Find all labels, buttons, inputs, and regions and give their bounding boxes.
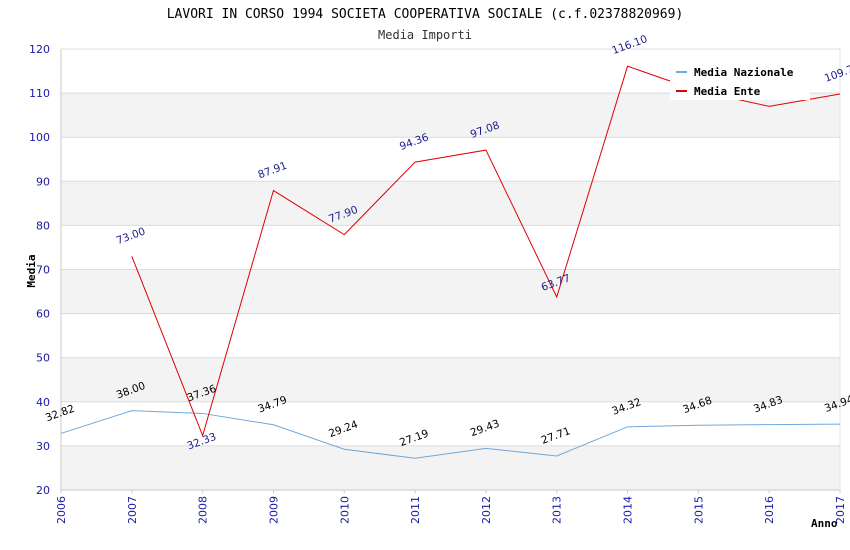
y-tick-label: 120 [29,43,50,56]
y-tick-label: 30 [36,440,50,453]
grid-band [61,269,840,314]
x-tick-label: 2016 [763,496,776,524]
grid-band [61,181,840,226]
x-ticks: 2006 2007 2008 2009 2010 2011 2012 2013 2014 2015… [55,490,847,524]
x-axis-label: Anno [811,517,838,530]
y-tick-label: 50 [36,352,50,365]
data-label-media-ente: 109.79 [823,61,850,85]
x-tick-label: 2015 [692,496,705,524]
grid-band [61,445,840,490]
data-label-media-nazionale: 27.71 [540,425,572,447]
legend-label-media-ente: Media Ente [694,85,761,98]
x-tick-label: 2007 [126,496,139,524]
series-line-media-nazionale [60,410,841,459]
data-label-media-ente: 73.00 [115,226,147,248]
chart-title: LAVORI IN CORSO 1994 SOCIETA COOPERATIVA… [167,7,684,22]
x-tick-label: 2009 [267,496,280,524]
axes [60,49,841,491]
data-label-media-nazionale: 29.24 [327,418,360,440]
y-tick-label: 100 [29,131,50,144]
y-tick-label: 110 [29,87,50,100]
legend-box [670,60,810,100]
y-tick-label: 80 [36,219,50,232]
x-tick-label: 2013 [551,496,564,524]
grid-bands [61,93,840,490]
y-tick-label: 60 [36,308,50,321]
x-tick-label: 2008 [197,496,210,524]
x-tick-label: 2012 [480,496,493,524]
data-label-media-ente: 87.91 [256,160,288,182]
grid-band [61,357,840,402]
data-label-media-nazionale: 29.43 [469,418,501,440]
x-tick-label: 2014 [622,496,635,524]
x-tick-label: 2017 [834,496,847,524]
y-axis-label: Media [25,254,38,287]
y-tick-label: 20 [36,484,50,497]
x-tick-label: 2011 [409,496,422,524]
chart-subtitle: Media Importi [378,28,472,42]
x-tick-label: 2010 [338,496,351,524]
data-label-media-ente: 116.10 [610,33,649,57]
y-ticks: 20 30 40 50 60 70 80 90 100 110 120 [29,43,50,497]
y-tick-label: 90 [36,175,50,188]
y-tick-label: 70 [36,264,50,277]
y-tick-label: 40 [36,396,50,409]
legend-label-media-nazionale: Media Nazionale [694,66,794,79]
grid-band [61,93,840,138]
legend: Media Nazionale Media Ente [670,60,810,100]
x-tick-label: 2006 [55,496,68,524]
